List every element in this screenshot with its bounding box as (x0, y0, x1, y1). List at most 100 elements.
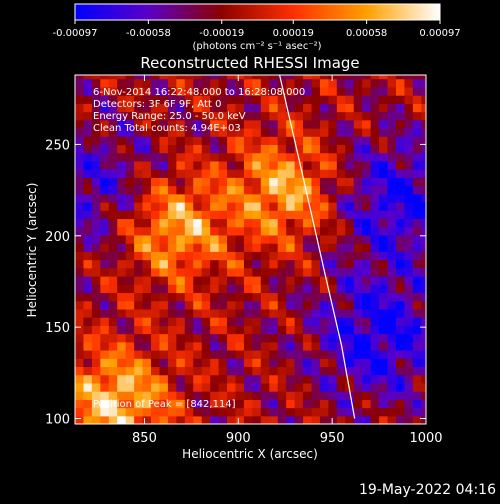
image-pixel (412, 201, 422, 211)
image-pixel (362, 300, 372, 310)
image-pixel (243, 391, 253, 400)
image-pixel (319, 366, 329, 376)
image-pixel (328, 399, 338, 409)
image-pixel (362, 366, 372, 376)
image-pixel (125, 95, 135, 104)
image-pixel (125, 358, 135, 368)
image-pixel (108, 259, 118, 269)
image-pixel (387, 160, 397, 170)
image-pixel (193, 325, 203, 335)
image-pixel (404, 366, 414, 376)
image-pixel (108, 325, 118, 335)
image-pixel (117, 399, 127, 409)
image-pixel (75, 300, 85, 310)
image-pixel (159, 111, 169, 121)
image-pixel (108, 374, 118, 384)
image-pixel (83, 152, 93, 162)
image-pixel (370, 317, 380, 326)
image-pixel (421, 193, 426, 203)
image-pixel (91, 160, 101, 170)
image-pixel (210, 243, 220, 252)
image-pixel (336, 382, 346, 392)
image-pixel (319, 95, 329, 104)
image-pixel (303, 218, 313, 228)
annotation-line: Clean Total counts: 4.94E+03 (93, 123, 241, 134)
image-pixel (353, 391, 363, 400)
image-pixel (117, 284, 127, 294)
image-pixel (83, 267, 93, 277)
image-pixel (83, 127, 93, 137)
image-pixel (235, 169, 245, 178)
colorbar-tick-label: 0.00019 (273, 28, 314, 39)
image-pixel (286, 341, 296, 351)
image-pixel (269, 267, 279, 277)
image-pixel (395, 308, 406, 318)
image-pixel (269, 103, 279, 113)
image-pixel (75, 251, 85, 261)
y-tick-label: 150 (45, 321, 70, 336)
image-pixel (100, 160, 110, 170)
image-pixel (294, 75, 304, 80)
image-pixel (243, 78, 253, 88)
image-pixel (404, 160, 414, 170)
image-pixel (294, 292, 304, 302)
image-pixel (201, 325, 211, 335)
image-pixel (91, 350, 101, 359)
image-pixel (370, 218, 380, 228)
image-pixel (277, 86, 287, 96)
image-pixel (294, 358, 304, 368)
image-pixel (125, 185, 135, 195)
image-pixel (167, 267, 177, 277)
image-pixel (235, 243, 245, 252)
image-pixel (75, 350, 85, 359)
image-pixel (328, 259, 338, 269)
image-pixel (91, 144, 101, 154)
image-pixel (193, 144, 203, 154)
image-pixel (125, 243, 135, 252)
image-pixel (193, 350, 203, 359)
image-pixel (311, 169, 321, 178)
image-pixel (311, 399, 321, 409)
image-pixel (277, 391, 287, 400)
image-pixel (412, 308, 422, 318)
image-pixel (117, 350, 127, 359)
image-pixel (243, 193, 253, 203)
image-pixel (319, 415, 329, 424)
image-pixel (294, 333, 304, 343)
image-pixel (319, 177, 329, 187)
image-pixel (379, 308, 389, 318)
image-pixel (252, 341, 262, 351)
image-pixel (353, 325, 363, 335)
image-pixel (412, 333, 422, 343)
image-pixel (362, 407, 372, 417)
image-pixel (210, 111, 220, 121)
image-pixel (91, 391, 101, 400)
image-pixel (387, 300, 397, 310)
image-pixel (201, 144, 211, 154)
image-pixel (117, 300, 127, 310)
image-pixel (201, 267, 211, 277)
image-pixel (167, 259, 177, 269)
image-pixel (125, 267, 135, 277)
image-pixel (193, 75, 203, 80)
image-pixel (167, 210, 177, 220)
image-pixel (404, 185, 414, 195)
image-pixel (100, 169, 110, 178)
image-pixel (286, 193, 296, 203)
x-axis-label: Heliocentric X (arcsec) (182, 447, 318, 461)
image-pixel (176, 169, 186, 178)
image-pixel (277, 300, 287, 310)
image-pixel (125, 226, 135, 236)
image-pixel (328, 210, 338, 220)
image-pixel (286, 391, 296, 400)
image-pixel (353, 210, 363, 220)
image-pixel (311, 366, 321, 376)
image-pixel (167, 201, 177, 211)
image-pixel (336, 86, 346, 96)
y-tick-label: 250 (45, 138, 70, 153)
image-pixel (260, 341, 270, 351)
image-pixel (379, 95, 389, 104)
image-pixel (252, 399, 262, 409)
image-pixel (235, 350, 245, 359)
image-pixel (142, 86, 152, 96)
